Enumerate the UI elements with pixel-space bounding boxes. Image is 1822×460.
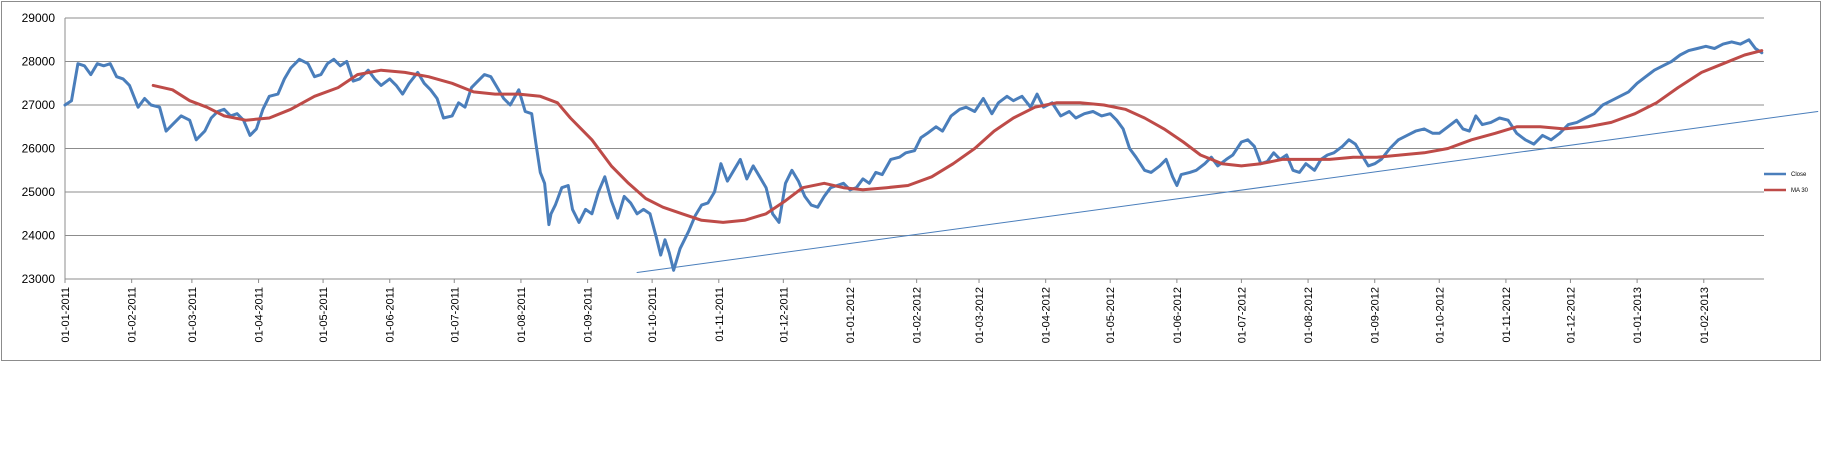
x-tick-label: 01-05-2012 — [1105, 287, 1117, 343]
x-tick-label: 01-07-2011 — [449, 287, 461, 342]
y-axis-ticks: 23000 24000 25000 26000 27000 28000 29000 — [22, 11, 56, 286]
y-tick-label: 28000 — [22, 55, 56, 69]
x-tick-label: 01-02-2011 — [127, 287, 139, 342]
x-tick-label: 01-01-2013 — [1632, 287, 1644, 343]
x-tick-label: 01-08-2012 — [1303, 287, 1315, 343]
x-tick-label: 01-01-2012 — [845, 287, 857, 343]
y-tick-label: 25000 — [22, 185, 56, 199]
series-lines — [63, 38, 1819, 273]
y-tick-label: 27000 — [22, 98, 56, 112]
x-tick-label: 01-03-2012 — [974, 287, 986, 343]
x-tick-label: 01-02-2012 — [912, 287, 924, 343]
x-tick-label: 01-02-2013 — [1699, 287, 1711, 343]
x-tick-label: 01-12-2011 — [778, 287, 790, 342]
x-tick-label: 01-04-2011 — [254, 287, 266, 342]
x-axis-ticks: 01-01-2011 01-02-2011 01-03-2011 01-04-2011… — [60, 279, 1711, 343]
x-tick-label: 01-11-2012 — [1501, 287, 1513, 342]
y-tick-label: 26000 — [22, 142, 56, 156]
y-tick-label: 29000 — [22, 11, 56, 25]
chart-frame: 23000 24000 25000 26000 27000 28000 29000 01-0… — [1, 1, 1821, 361]
x-tick-label: 01-11-2011 — [714, 287, 726, 342]
y-tick-label: 23000 — [22, 272, 56, 286]
legend-label: Close — [1791, 172, 1807, 178]
y-tick-label: 24000 — [22, 229, 56, 243]
x-tick-label: 01-08-2011 — [516, 287, 528, 342]
x-tick-label: 01-06-2012 — [1172, 287, 1184, 343]
line-chart: 23000 24000 25000 26000 27000 28000 29000 01-0… — [22, 11, 1819, 343]
x-tick-label: 01-12-2012 — [1565, 287, 1577, 343]
x-tick-label: 01-01-2011 — [60, 287, 72, 342]
series-line-ma-30 — [151, 49, 1764, 224]
x-tick-label: 01-09-2011 — [583, 287, 595, 342]
x-tick-label: 01-05-2011 — [318, 287, 330, 342]
trend-line — [636, 111, 1819, 273]
x-tick-label: 01-06-2011 — [385, 287, 397, 342]
x-tick-label: 01-10-2011 — [647, 287, 659, 342]
axes — [64, 18, 1764, 280]
x-tick-label: 01-10-2012 — [1434, 287, 1446, 343]
x-tick-label: 01-07-2012 — [1236, 287, 1248, 343]
x-tick-label: 01-03-2011 — [187, 287, 199, 342]
x-tick-label: 01-04-2012 — [1041, 287, 1053, 343]
x-tick-label: 01-09-2012 — [1370, 287, 1382, 343]
legend: Close MA 30 — [1764, 172, 1809, 194]
legend-label: MA 30 — [1791, 188, 1809, 194]
